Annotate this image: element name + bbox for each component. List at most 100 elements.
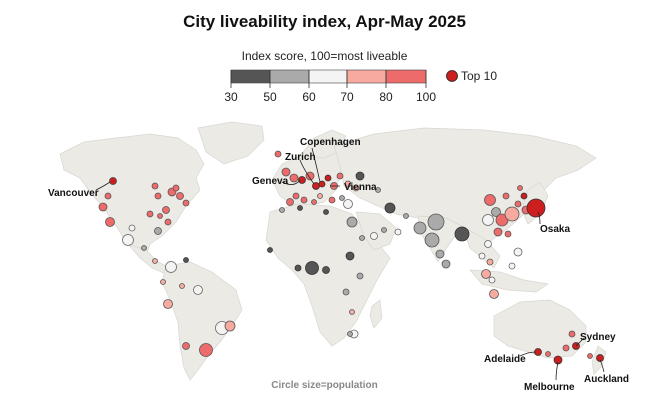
city-marker[interactable] — [504, 206, 520, 222]
city-marker[interactable] — [154, 192, 162, 200]
city-marker[interactable] — [146, 210, 154, 218]
city-marker[interactable] — [154, 227, 162, 235]
city-marker[interactable] — [172, 184, 180, 192]
city-marker[interactable] — [317, 193, 323, 199]
city-marker[interactable] — [427, 213, 445, 231]
city-marker[interactable] — [587, 353, 593, 359]
city-marker[interactable] — [294, 264, 302, 272]
city-marker[interactable] — [297, 205, 303, 211]
city-marker[interactable] — [488, 276, 496, 284]
city-marker[interactable] — [224, 320, 236, 332]
city-marker[interactable] — [98, 202, 108, 212]
city-marker[interactable] — [562, 344, 570, 352]
city-marker[interactable] — [141, 245, 147, 251]
city-marker[interactable] — [199, 343, 213, 357]
city-marker[interactable] — [324, 174, 332, 182]
city-marker[interactable] — [508, 262, 516, 270]
city-marker[interactable] — [596, 354, 604, 362]
city-marker[interactable] — [520, 192, 528, 200]
city-marker[interactable] — [342, 288, 350, 296]
city-marker[interactable] — [370, 232, 378, 240]
city-marker[interactable] — [352, 184, 360, 192]
city-marker[interactable] — [286, 198, 294, 206]
city-marker[interactable] — [292, 192, 300, 200]
city-marker[interactable] — [484, 240, 492, 248]
city-marker[interactable] — [267, 247, 273, 253]
city-marker[interactable] — [347, 331, 353, 337]
city-marker[interactable] — [359, 235, 365, 241]
city-marker[interactable] — [128, 224, 136, 232]
city-marker[interactable] — [478, 252, 486, 260]
city-marker[interactable] — [281, 167, 291, 177]
city-marker[interactable] — [345, 251, 355, 261]
city-marker[interactable] — [328, 196, 336, 204]
city-marker[interactable] — [183, 257, 189, 263]
city-marker[interactable] — [305, 261, 319, 275]
legend-tick: 50 — [263, 90, 277, 104]
city-marker[interactable] — [504, 230, 512, 238]
city-marker[interactable] — [355, 171, 365, 181]
city-marker[interactable] — [514, 200, 522, 208]
city-marker[interactable] — [403, 213, 409, 219]
city-marker[interactable] — [160, 279, 166, 285]
city-marker[interactable] — [481, 269, 491, 279]
city-marker[interactable] — [517, 185, 523, 191]
city-marker[interactable] — [182, 199, 190, 207]
city-marker[interactable] — [356, 272, 364, 280]
city-marker[interactable] — [109, 177, 117, 185]
city-marker[interactable] — [179, 283, 185, 289]
city-marker[interactable] — [104, 192, 112, 200]
legend-tick: 100 — [416, 90, 436, 104]
city-marker[interactable] — [493, 227, 503, 237]
city-marker[interactable] — [311, 199, 317, 205]
city-marker[interactable] — [502, 192, 510, 200]
city-marker[interactable] — [323, 209, 329, 215]
city-marker[interactable] — [152, 258, 158, 264]
city-marker[interactable] — [375, 187, 381, 193]
city-marker[interactable] — [513, 247, 523, 257]
city-marker[interactable] — [568, 330, 576, 338]
city-marker[interactable] — [526, 198, 546, 218]
city-marker[interactable] — [322, 266, 330, 274]
city-marker[interactable] — [182, 342, 190, 350]
city-marker[interactable] — [482, 214, 494, 226]
city-marker[interactable] — [441, 259, 451, 269]
city-marker[interactable] — [435, 249, 445, 259]
city-marker[interactable] — [339, 195, 345, 201]
city-marker[interactable] — [489, 289, 499, 299]
city-marker[interactable] — [336, 172, 344, 180]
city-marker[interactable] — [151, 182, 159, 190]
city-marker[interactable] — [545, 351, 551, 357]
city-marker[interactable] — [413, 221, 427, 235]
city-marker[interactable] — [274, 150, 282, 158]
city-marker[interactable] — [176, 192, 184, 200]
city-marker[interactable] — [484, 194, 496, 206]
city-marker[interactable] — [162, 206, 170, 214]
city-marker[interactable] — [486, 258, 494, 266]
city-marker[interactable] — [349, 309, 355, 315]
city-marker[interactable] — [381, 227, 387, 233]
city-marker[interactable] — [424, 232, 440, 248]
city-marker[interactable] — [279, 207, 285, 213]
city-marker[interactable] — [289, 173, 299, 183]
city-marker[interactable] — [300, 196, 308, 204]
city-marker[interactable] — [305, 171, 315, 181]
city-marker[interactable] — [384, 202, 396, 214]
australia — [493, 299, 587, 359]
city-marker[interactable] — [164, 218, 172, 226]
city-marker[interactable] — [298, 176, 306, 184]
city-marker[interactable] — [394, 228, 402, 236]
city-marker[interactable] — [344, 180, 352, 188]
city-marker[interactable] — [346, 216, 358, 228]
city-marker[interactable] — [491, 207, 501, 217]
city-marker[interactable] — [343, 199, 353, 209]
city-marker[interactable] — [122, 234, 134, 246]
south-america — [161, 261, 243, 381]
city-marker[interactable] — [454, 226, 470, 242]
city-marker[interactable] — [165, 261, 177, 273]
city-marker[interactable] — [163, 299, 173, 309]
city-marker[interactable] — [193, 285, 203, 295]
city-marker[interactable] — [105, 217, 115, 227]
city-marker[interactable] — [157, 213, 163, 219]
city-marker[interactable] — [318, 180, 326, 188]
